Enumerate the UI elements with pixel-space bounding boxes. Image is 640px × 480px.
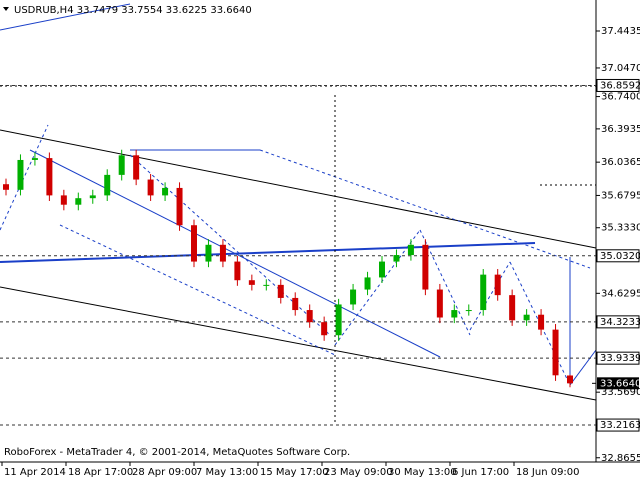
candle-body: [509, 295, 516, 321]
candle-body: [205, 244, 212, 262]
chart-title: USDRUB,H4 33.7479 33.7554 33.6225 33.664…: [14, 5, 252, 16]
candle-body: [219, 244, 226, 262]
candle-body: [494, 274, 501, 296]
candle-body: [234, 261, 241, 281]
candle-body: [60, 195, 67, 205]
x-tick-label: 30 May 13:00: [388, 467, 457, 478]
level-label: 33.9339: [600, 353, 640, 364]
candle-body: [523, 314, 530, 321]
x-tick-label: 11 Apr 2014: [4, 467, 66, 478]
candle-body: [306, 310, 313, 323]
level-label-box: [596, 78, 640, 92]
candle-body: [407, 244, 414, 256]
x-tick-label: 28 Apr 09:00: [132, 467, 197, 478]
y-tick-label: 32.8655: [601, 453, 640, 464]
candle-body: [480, 274, 487, 311]
candle-body: [350, 289, 357, 305]
candle-body: [162, 187, 169, 196]
candle-body: [292, 297, 299, 311]
candle-body: [277, 284, 284, 298]
title-arrow: [3, 7, 9, 11]
candle-body: [451, 310, 458, 318]
candle-body: [538, 314, 545, 330]
candle-body: [133, 155, 140, 180]
candle-body: [436, 289, 443, 318]
candle-body: [75, 198, 82, 205]
candle-body: [321, 322, 328, 336]
x-tick-label: 18 Apr 17:00: [68, 467, 133, 478]
y-tick-label: 36.7400: [601, 92, 640, 103]
candle-body: [89, 195, 96, 199]
level-label-box: [596, 315, 640, 329]
candle-body: [567, 375, 573, 384]
y-tick-label: 37.4435: [601, 26, 640, 37]
candle-body: [176, 187, 183, 226]
y-tick-label: 35.6795: [601, 190, 640, 201]
y-tick-label: 34.6295: [601, 288, 640, 299]
level-label: 36.8592: [600, 80, 640, 91]
level-label: 33.2163: [600, 420, 640, 431]
y-tick-label: 37.0470: [601, 63, 640, 74]
y-tick-label: 33.5690: [601, 387, 640, 398]
candle-body: [465, 310, 472, 312]
candle-body: [263, 284, 270, 286]
y-tick-label: 36.0365: [601, 157, 640, 168]
footer: RoboForex - MetaTrader 4, © 2001-2014, M…: [4, 447, 350, 458]
candle-body: [364, 277, 371, 290]
candle-body: [147, 179, 154, 196]
candle-body: [552, 329, 559, 376]
candle-body: [248, 280, 255, 285]
y-tick-label: 36.3935: [601, 124, 640, 135]
last-price-label: 33.6640: [600, 378, 640, 389]
x-tick-label: 7 May 13:00: [196, 467, 258, 478]
x-tick-label: 23 May 09:00: [324, 467, 393, 478]
level-label: 35.0320: [600, 251, 640, 262]
x-tick-label: 18 Jun 09:00: [516, 467, 580, 478]
level-label-box: [596, 351, 640, 365]
candle-body: [104, 174, 111, 196]
candle-body: [191, 225, 197, 262]
candle-body: [17, 159, 24, 190]
x-tick-label: 6 Jun 17:00: [452, 467, 509, 478]
candle-body: [335, 304, 342, 336]
y-tick-label: 35.3330: [601, 223, 640, 234]
candle-body: [118, 155, 125, 175]
level-label-box: [596, 249, 640, 263]
last-price-box: [597, 377, 639, 390]
x-tick-label: 15 May 17:00: [260, 467, 329, 478]
candle-body: [393, 255, 400, 262]
candle-body: [422, 244, 429, 290]
candle-body: [31, 158, 38, 160]
candle-body: [3, 184, 9, 190]
candle-body: [379, 261, 385, 278]
level-label: 34.3233: [600, 317, 640, 328]
candle-body: [46, 158, 53, 196]
level-label-box: [596, 418, 640, 432]
